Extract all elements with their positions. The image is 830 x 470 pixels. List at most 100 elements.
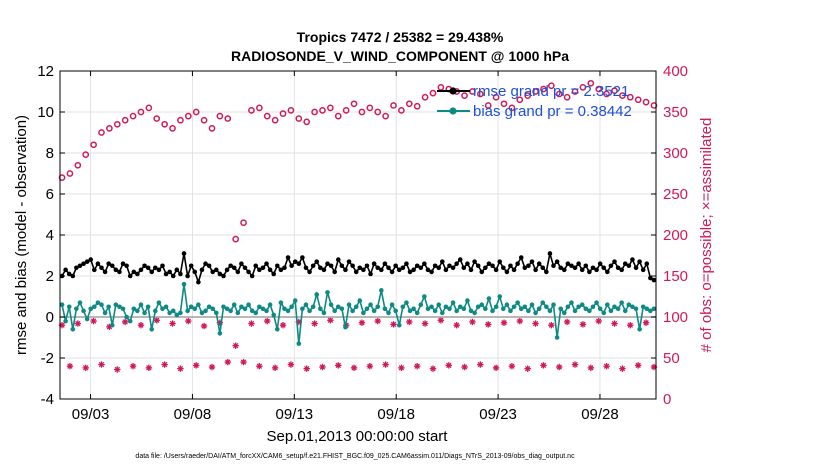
assimilated-marker-stroke xyxy=(209,364,215,370)
possible-obs-point xyxy=(263,112,271,120)
rmse-point xyxy=(124,263,129,269)
assimilated-obs-point xyxy=(437,317,445,324)
assimilated-marker-stroke xyxy=(635,362,641,369)
possible-obs-point xyxy=(516,96,524,104)
bias-point xyxy=(508,308,513,314)
rmse-point xyxy=(533,267,538,273)
bias-point xyxy=(63,318,68,324)
rmse-point xyxy=(518,255,524,260)
rmse-point xyxy=(576,261,581,267)
bias-point xyxy=(253,310,259,316)
bias-point xyxy=(637,327,642,332)
legend-bias-label: bias grand pr = 0.38442 xyxy=(473,103,632,120)
bias-point xyxy=(167,310,172,316)
assimilated-marker-stroke xyxy=(603,363,610,369)
bias-point xyxy=(447,306,452,312)
rmse-point xyxy=(447,263,452,269)
bias-point xyxy=(156,300,162,305)
possible-obs-point xyxy=(169,125,176,132)
bias-point xyxy=(640,304,646,310)
rmse-point xyxy=(285,255,291,260)
assimilated-marker-stroke xyxy=(225,359,231,365)
assimilated-marker-stroke xyxy=(477,361,484,368)
bias-point xyxy=(440,310,445,316)
assimilated-marker-stroke xyxy=(114,366,120,373)
assimilated-marker-stroke xyxy=(596,318,602,324)
bias-point xyxy=(185,308,190,314)
bias-point xyxy=(529,302,535,308)
assimilated-obs-point xyxy=(453,322,460,329)
assimilated-marker-stroke xyxy=(524,365,531,372)
assimilated-obs-point xyxy=(153,317,160,324)
rmse-point xyxy=(335,257,341,262)
assimilated-marker-stroke xyxy=(280,322,286,328)
assimilated-marker-stroke xyxy=(264,318,270,324)
possible-obs-point xyxy=(650,102,658,109)
bias-point xyxy=(66,304,72,310)
assimilated-obs-point xyxy=(311,320,318,327)
bias-point xyxy=(486,296,492,301)
rmse-point xyxy=(267,267,273,273)
assimilated-obs-point xyxy=(287,361,295,368)
rmse-point xyxy=(551,263,556,269)
y2-tick-label: 200 xyxy=(663,227,688,244)
assimilated-marker-stroke xyxy=(390,321,397,328)
rmse-point xyxy=(500,265,506,271)
rmse-point xyxy=(497,259,503,264)
bias-point xyxy=(368,302,373,308)
rmse-point xyxy=(178,271,183,277)
rmse-point xyxy=(92,267,97,273)
assimilated-obs-point xyxy=(477,361,484,368)
bias-point xyxy=(357,298,363,303)
assimilated-obs-point xyxy=(208,363,216,371)
right-axis-ticks: 0 50 100 150 200 250 300 350 400 xyxy=(651,63,688,408)
rmse-point xyxy=(138,267,144,273)
rmse-point xyxy=(145,265,151,271)
possible-obs-point xyxy=(184,112,192,120)
bias-point xyxy=(465,298,470,303)
bias-point xyxy=(622,308,628,314)
possible-obs-point xyxy=(327,104,334,112)
bias-point xyxy=(436,302,442,308)
bias-point xyxy=(587,308,592,314)
assimilated-marker-stroke xyxy=(335,362,341,369)
assimilated-obs-point xyxy=(508,363,516,370)
assimilated-obs-point xyxy=(232,342,239,349)
possible-obs-point xyxy=(358,108,366,116)
bias-point xyxy=(228,308,233,314)
rmse-point xyxy=(174,267,180,273)
bias-point xyxy=(257,304,262,310)
bias-point xyxy=(579,302,585,308)
bias-point xyxy=(396,322,402,328)
rmse-point xyxy=(443,267,449,273)
assimilated-obs-point xyxy=(382,361,389,368)
bias-point xyxy=(120,306,126,312)
rmse-point xyxy=(461,265,467,271)
bias-point xyxy=(192,306,198,312)
possible-obs-point xyxy=(555,90,563,98)
rmse-point xyxy=(264,261,269,267)
rmse-point xyxy=(231,265,237,271)
bias-point xyxy=(472,310,477,316)
assimilated-marker-stroke xyxy=(138,322,144,328)
rmse-point xyxy=(529,259,535,264)
y-tick-label: -2 xyxy=(41,350,54,367)
assimilated-obs-point xyxy=(350,364,358,372)
bias-point xyxy=(457,304,463,310)
assimilated-marker-stroke xyxy=(540,362,547,369)
bias-point xyxy=(633,306,639,312)
possible-obs-point xyxy=(240,219,247,227)
rmse-point xyxy=(554,259,560,264)
bias-point xyxy=(88,306,94,312)
bias-point xyxy=(468,308,474,314)
possible-obs-point xyxy=(398,107,405,114)
assimilated-marker-stroke xyxy=(98,361,105,368)
possible-obs-point xyxy=(319,107,326,114)
assimilated-marker-stroke xyxy=(256,363,263,369)
possible-obs-point xyxy=(366,104,374,112)
possible-obs-point xyxy=(82,151,90,158)
rmse-point xyxy=(70,273,76,279)
rmse-point xyxy=(84,259,90,264)
possible-obs-point xyxy=(500,100,508,108)
bias-point xyxy=(569,300,574,305)
